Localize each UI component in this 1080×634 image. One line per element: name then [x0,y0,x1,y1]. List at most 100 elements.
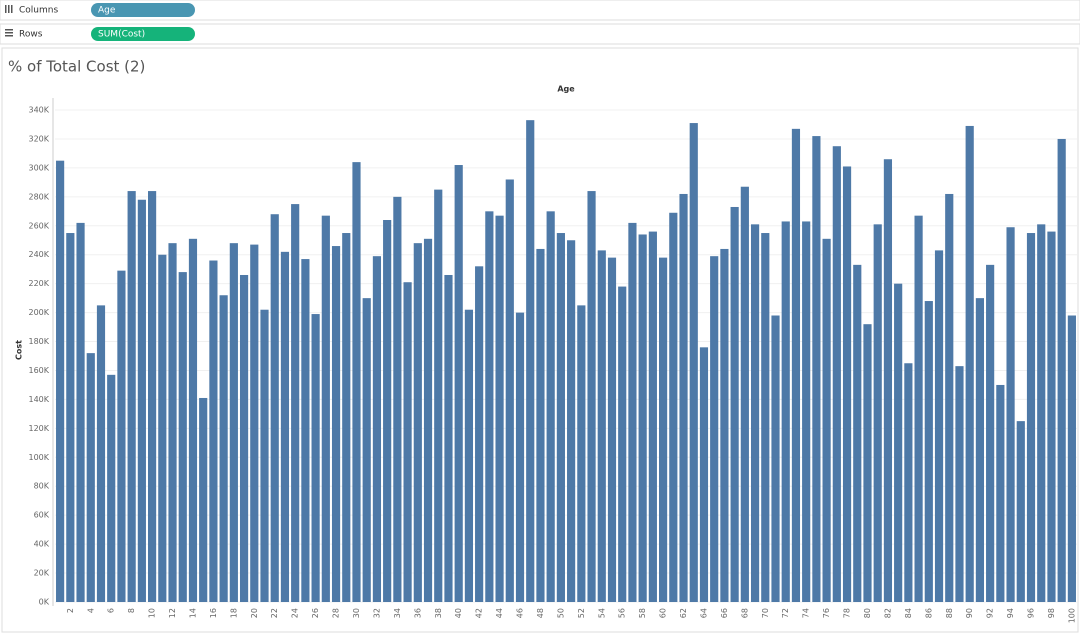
columns-shelf [0,0,1080,21]
y-tick-label: 140K [28,395,49,404]
bar [250,244,259,602]
bar [924,301,933,602]
x-tick-label: 82 [883,608,892,618]
bar [628,222,637,602]
bar [229,243,238,602]
bar [883,159,893,602]
column-header: Age [557,85,575,94]
bar [863,324,872,602]
x-tick-label: 80 [863,608,872,618]
bar [771,315,780,602]
bar [199,397,208,602]
bar [1006,227,1015,602]
bar [669,212,678,603]
bar [730,206,739,602]
x-tick-label: 86 [924,608,933,618]
y-tick-label: 60K [34,511,50,520]
chart-title: % of Total Cost (2) [8,58,145,76]
x-tick-label: 20 [250,608,259,618]
bar [362,298,371,602]
bar [454,165,463,602]
pill-text[interactable]: Age [98,6,116,16]
y-tick-label: 300K [28,163,49,172]
bar [761,233,770,602]
x-tick-label: 100 [1067,608,1076,623]
bar [107,374,116,602]
bar [96,305,106,602]
x-tick-label: 96 [1027,608,1036,618]
bar [679,193,688,603]
bar [975,298,984,602]
bar [750,224,760,602]
x-tick-label: 12 [168,608,177,618]
bar [464,309,473,602]
y-tick-label: 260K [28,221,49,230]
bar [1037,224,1046,602]
x-tick-label: 30 [352,608,361,618]
bar [352,162,361,602]
bar [137,199,146,602]
bar [1047,231,1056,602]
bar [1026,233,1036,602]
bar [158,254,167,602]
x-tick-label: 6 [107,608,116,613]
bar [393,196,402,602]
y-tick-label: 220K [28,279,49,288]
y-tick-label: 160K [28,366,49,375]
x-tick-label: 8 [127,608,136,613]
pill[interactable] [91,3,195,17]
y-tick-label: 280K [28,192,49,201]
bar [710,256,719,602]
y-tick-label: 40K [34,540,50,549]
bar [168,243,177,602]
rows-shelf [0,23,1080,45]
bar [485,211,494,603]
x-tick-label: 44 [495,608,504,618]
x-tick-label: 14 [188,608,197,618]
bar [577,305,586,602]
shelf-label: Columns [19,6,58,16]
x-tick-label: 2 [66,608,75,613]
bar [1067,315,1076,602]
bar [556,233,565,602]
y-tick-label: 200K [28,308,49,317]
bar [280,251,290,602]
bar [239,274,249,602]
pill-text[interactable]: SUM(Cost) [98,30,145,40]
bar [904,363,913,602]
bar [76,222,85,602]
x-tick-label: 10 [148,608,157,618]
y-tick-label: 340K [28,106,49,115]
bar [495,215,504,603]
bar [505,179,514,602]
bar [434,189,443,603]
bar [955,366,964,602]
bar [914,215,923,603]
x-tick-label: 42 [475,608,484,618]
x-tick-label: 24 [291,608,300,618]
x-tick-label: 4 [86,608,95,613]
x-tick-label: 54 [597,608,606,618]
bar [301,259,310,602]
x-tick-label: 60 [659,608,668,618]
y-axis-title: Cost [15,340,24,360]
bar [965,125,974,603]
bar [403,282,412,602]
x-tick-label: 70 [761,608,770,618]
x-tick-label: 90 [965,608,974,618]
bar [56,160,65,602]
sheet-border [1,47,1079,633]
x-tick-label: 84 [904,608,913,618]
y-tick-label: 20K [34,569,50,578]
bar [638,234,647,603]
bar [567,240,576,602]
x-tick-label: 72 [781,608,790,618]
bar [546,211,555,603]
shelf-label: Rows [19,30,43,40]
x-tick-label: 62 [679,608,688,618]
pill[interactable] [91,27,195,41]
x-tick-label: 28 [332,608,341,618]
x-tick-label: 52 [577,608,586,618]
y-tick-label: 320K [28,134,49,143]
